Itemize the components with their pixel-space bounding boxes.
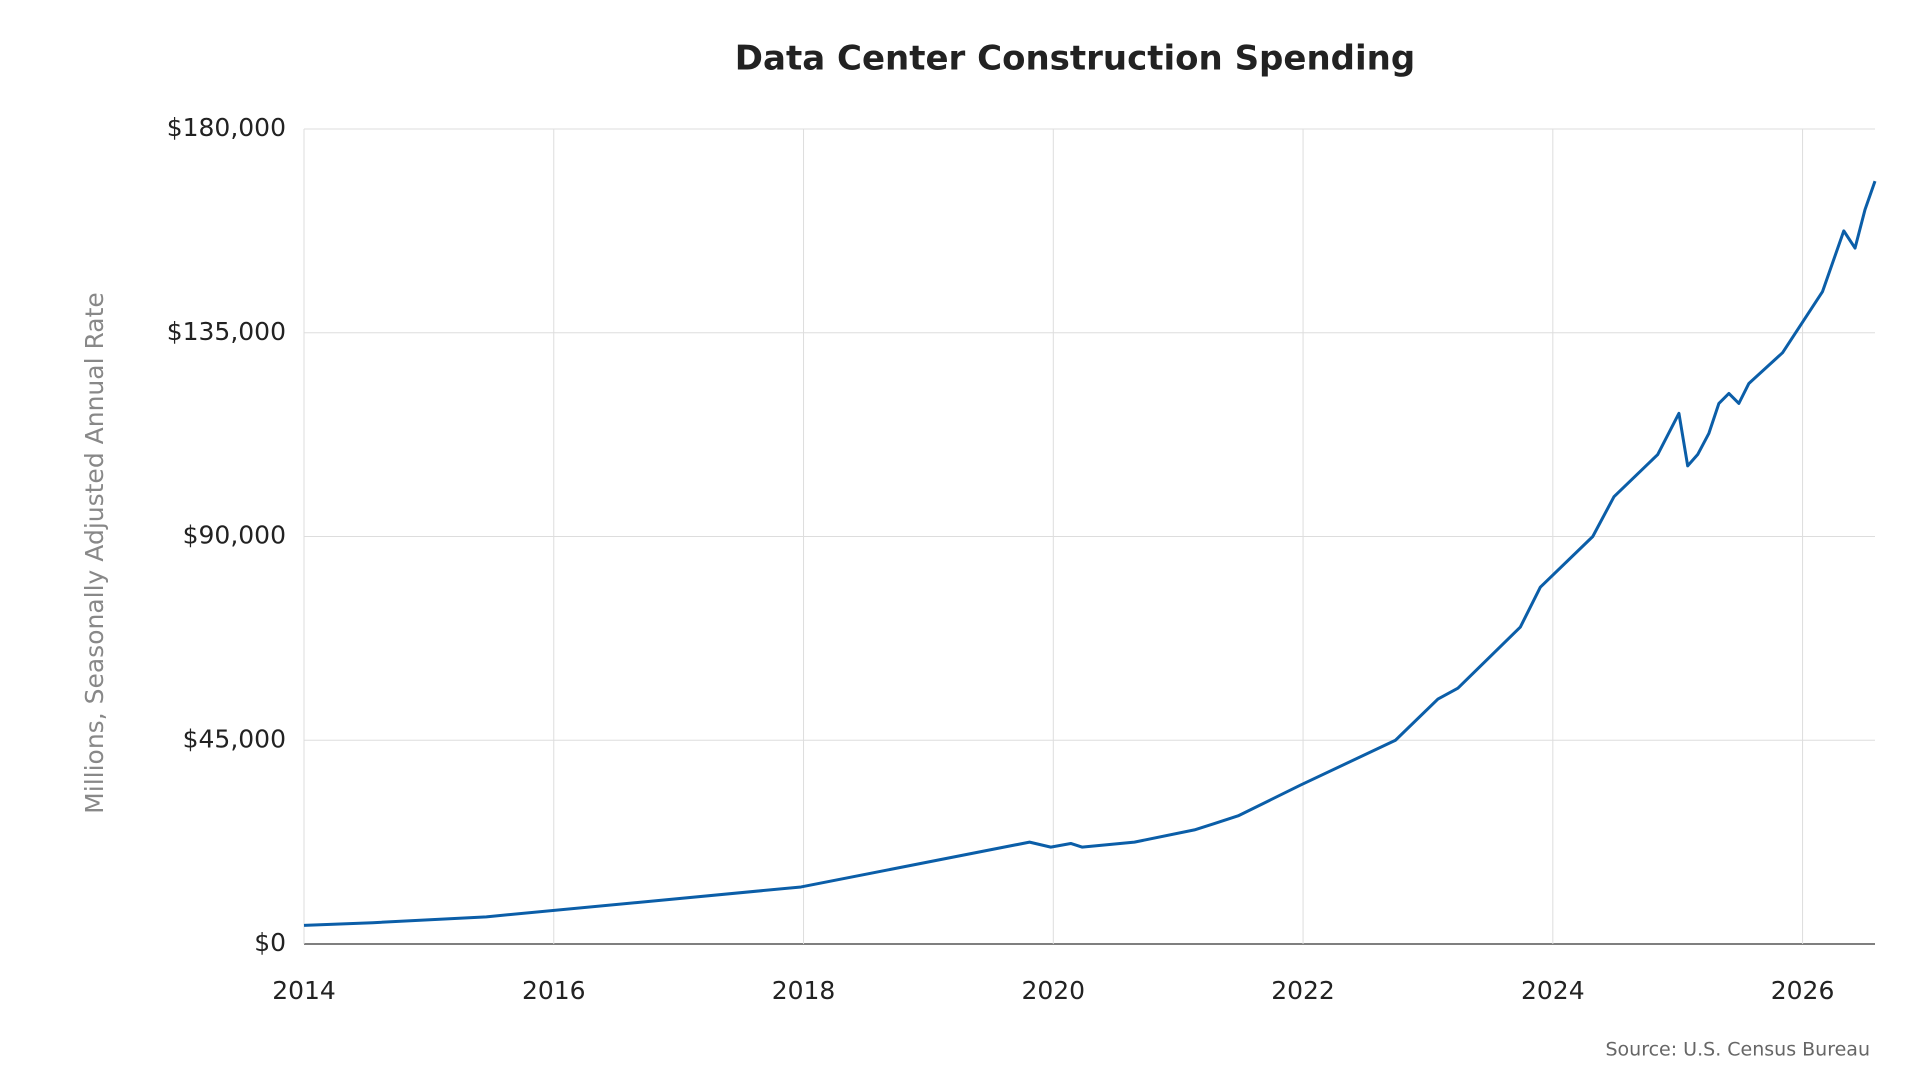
data-line (303, 180, 1877, 927)
chart-title: Data Center Construction Spending (735, 39, 1415, 79)
x-tick-label: 2018 (772, 976, 836, 1005)
x-tick-label: 2020 (1021, 976, 1085, 1005)
y-tick-label: $180,000 (167, 113, 286, 142)
x-tick-label: 2024 (1521, 976, 1585, 1005)
y-tick-label: $0 (254, 928, 286, 957)
y-tick-label: $90,000 (183, 521, 286, 550)
source-note: Source: U.S. Census Bureau (1605, 1039, 1870, 1061)
x-tick-label: 2026 (1771, 976, 1835, 1005)
y-tick-label: $45,000 (183, 724, 286, 753)
x-tick-label: 2022 (1271, 976, 1335, 1005)
x-tick-label: 2014 (272, 976, 336, 1005)
x-tick-label: 2016 (522, 976, 586, 1005)
y-tick-label: $135,000 (167, 317, 286, 346)
y-axis-label: Millions, Seasonally Adjusted Annual Rat… (80, 292, 109, 814)
